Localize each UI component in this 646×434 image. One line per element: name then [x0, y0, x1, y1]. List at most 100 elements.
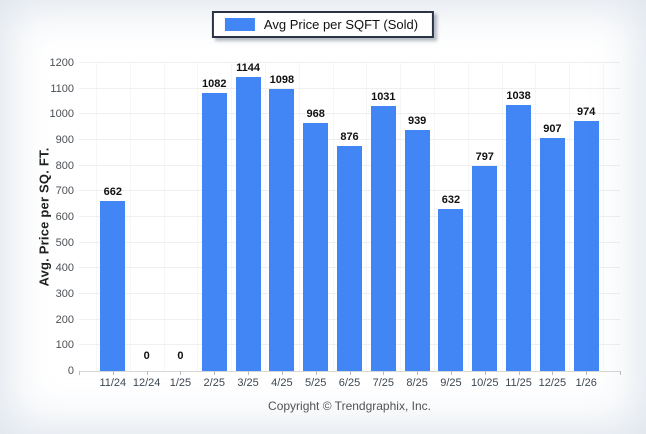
bar [100, 201, 126, 371]
vertical-gridline [366, 63, 368, 371]
bar-value-label: 974 [577, 106, 596, 119]
x-tick-label: 5/25 [304, 377, 327, 389]
x-tick-label: 6/25 [338, 377, 361, 389]
y-tick-label: 500 [55, 236, 74, 249]
legend: Avg Price per SQFT (Sold) [211, 11, 435, 38]
x-tick-label: 10/25 [470, 377, 499, 389]
bar-value-label: 662 [103, 186, 122, 199]
bar-value-label: 939 [407, 115, 427, 127]
horizontal-gridline [79, 87, 620, 89]
x-tick-label: 2/25 [203, 377, 225, 389]
tick-mark [112, 371, 114, 375]
vertical-gridline [95, 63, 97, 371]
y-tick-label: 1200 [49, 57, 74, 69]
vertical-gridline [197, 63, 199, 371]
bar-value-label: 968 [306, 107, 325, 120]
vertical-gridline [501, 63, 503, 371]
tick-mark [281, 371, 283, 375]
x-tick-label: 11/24 [99, 377, 127, 389]
tick-mark [248, 371, 250, 375]
bar-value-label: 1144 [236, 62, 260, 75]
footer-copyright: Copyright © Trendgraphix, Inc. [268, 399, 431, 413]
y-tick-label: 1100 [50, 82, 74, 95]
vertical-gridline [231, 63, 233, 371]
horizontal-gridline [79, 139, 620, 140]
y-tick-label: 700 [55, 185, 74, 198]
y-tick-label: 200 [55, 313, 74, 326]
y-tick-label: 900 [55, 134, 74, 146]
x-axis-tick-labels: 11/24 12/24 1/25 2/25 3/25 4/25 5/25 6/25 7/25 8/… [79, 377, 620, 391]
legend-swatch [224, 18, 255, 31]
tick-mark [146, 371, 148, 375]
bar-value-label: 1038 [506, 89, 531, 102]
y-tick-label: 600 [55, 211, 74, 223]
tick-mark [586, 371, 588, 375]
tick-mark [450, 371, 452, 375]
bar [303, 122, 329, 371]
bar-value-label: 876 [340, 131, 359, 144]
tick-mark [552, 371, 554, 375]
vertical-gridline [298, 63, 300, 371]
bar [506, 104, 532, 371]
tick-mark [383, 371, 385, 375]
bar [235, 77, 261, 371]
x-tick-label: 9/25 [440, 377, 462, 389]
vertical-gridline [163, 63, 165, 371]
x-tick-label: 12/25 [538, 377, 567, 389]
x-tick-label: 1/26 [575, 377, 597, 389]
bar [370, 106, 396, 371]
bar-value-label: 632 [441, 193, 461, 206]
tick-mark [79, 371, 80, 375]
bar [404, 130, 430, 371]
horizontal-gridline [79, 62, 620, 63]
bar-value-label: 797 [475, 151, 494, 164]
bar [573, 121, 599, 371]
vertical-gridline [332, 63, 334, 371]
vertical-gridline [535, 63, 537, 371]
bar [201, 93, 227, 371]
vertical-gridline [129, 63, 131, 371]
x-tick-label: 1/25 [169, 377, 192, 389]
bar [438, 208, 464, 371]
legend-label: Avg Price per SQFT (Sold) [263, 17, 419, 32]
y-axis-tick-labels: 0 100 200 300 400 500 600 700 800 900 1000 1100 1200 [0, 57, 74, 377]
vertical-gridline [264, 63, 266, 371]
tick-mark [518, 371, 520, 375]
y-tick-label: 300 [55, 288, 74, 300]
tick-mark [620, 371, 621, 375]
y-tick-label: 1000 [49, 108, 74, 121]
x-tick-label: 4/25 [271, 377, 293, 389]
plot-area: 662 0 0 1082 1144 1098 968 876 1031 939 632 797 1038… [79, 62, 621, 375]
y-tick-label: 400 [55, 262, 74, 275]
vertical-gridline [400, 63, 402, 371]
tick-mark [180, 371, 182, 375]
horizontal-gridline [79, 113, 620, 115]
bar [269, 89, 295, 371]
tick-mark [214, 371, 216, 375]
tick-mark [315, 371, 317, 375]
bar-value-label: 907 [543, 123, 562, 136]
bar [337, 146, 362, 371]
bar [539, 138, 565, 371]
tick-mark [349, 371, 351, 375]
y-tick-label: 100 [55, 339, 74, 352]
x-tick-label: 3/25 [237, 377, 259, 389]
vertical-gridline [569, 63, 571, 371]
bar-value-label: 1098 [269, 74, 295, 87]
bar-value-label: 1082 [202, 78, 227, 91]
vertical-gridline [434, 63, 436, 371]
y-tick-label: 0 [67, 365, 74, 377]
bar-value-label: 1031 [371, 91, 396, 104]
vertical-gridline [603, 63, 605, 371]
tick-mark [417, 371, 419, 375]
x-tick-label: 11/25 [505, 377, 532, 389]
tick-mark [484, 371, 486, 375]
y-tick-label: 800 [55, 159, 74, 172]
bar-value-label: 0 [177, 350, 184, 362]
x-tick-label: 8/25 [406, 377, 428, 389]
vertical-gridline [467, 63, 469, 371]
x-tick-label: 7/25 [372, 377, 395, 389]
bar [472, 166, 498, 371]
bar-value-label: 0 [143, 350, 150, 362]
